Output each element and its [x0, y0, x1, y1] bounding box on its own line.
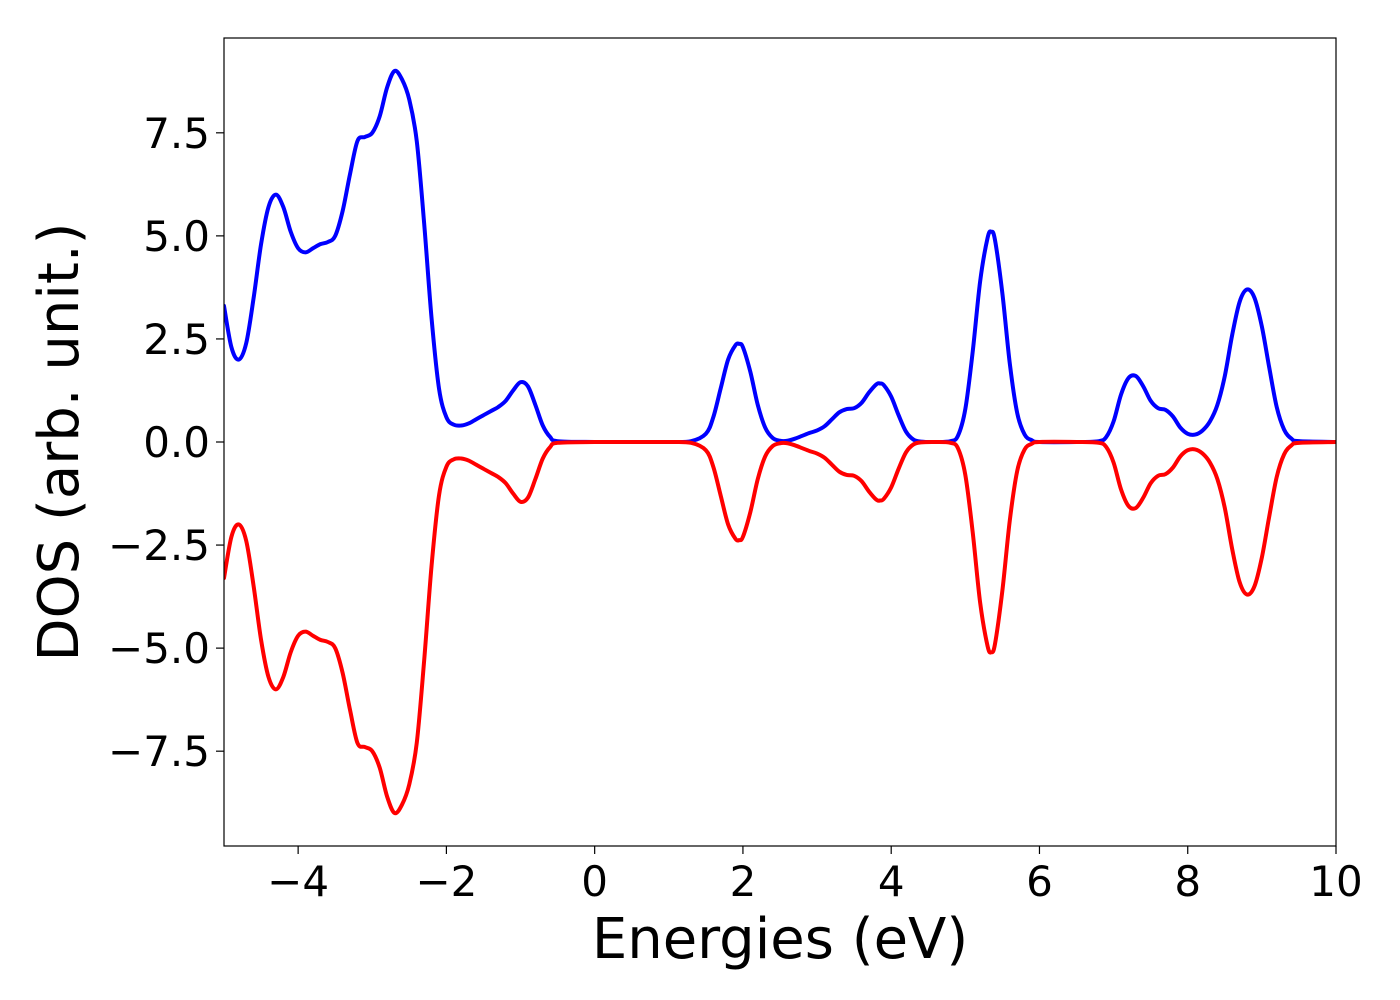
- y-tick-label: −5.0: [108, 624, 210, 673]
- y-tick-label: 2.5: [143, 315, 210, 364]
- y-tick-label: −7.5: [108, 727, 210, 776]
- series-line-spin-down: [224, 439, 1336, 816]
- y-axis-label: DOS (arb. unit.): [27, 222, 92, 661]
- y-tick-label: 0.0: [143, 418, 210, 467]
- x-tick-label: 4: [878, 857, 905, 906]
- x-tick-label: 6: [1026, 857, 1053, 906]
- y-axis-ticks: 7.5 5.0 2.5 0.0 −2.5 −5.0 −7.5: [108, 109, 224, 776]
- y-tick-label: 7.5: [143, 109, 210, 158]
- x-tick-label: 8: [1174, 857, 1201, 906]
- x-tick-label: 10: [1309, 857, 1362, 906]
- x-tick-label: 2: [730, 857, 757, 906]
- x-tick-label: −4: [267, 857, 329, 906]
- x-tick-label: 0: [581, 857, 608, 906]
- series-layer: [224, 68, 1336, 816]
- x-axis-label: Energies (eV): [592, 907, 968, 972]
- x-tick-label: −2: [415, 857, 477, 906]
- y-tick-label: −2.5: [108, 521, 210, 570]
- x-axis-ticks: −4 −2 0 2 4 6 8 10: [267, 846, 1363, 906]
- y-tick-label: 5.0: [143, 212, 210, 261]
- series-line-spin-up: [224, 68, 1336, 445]
